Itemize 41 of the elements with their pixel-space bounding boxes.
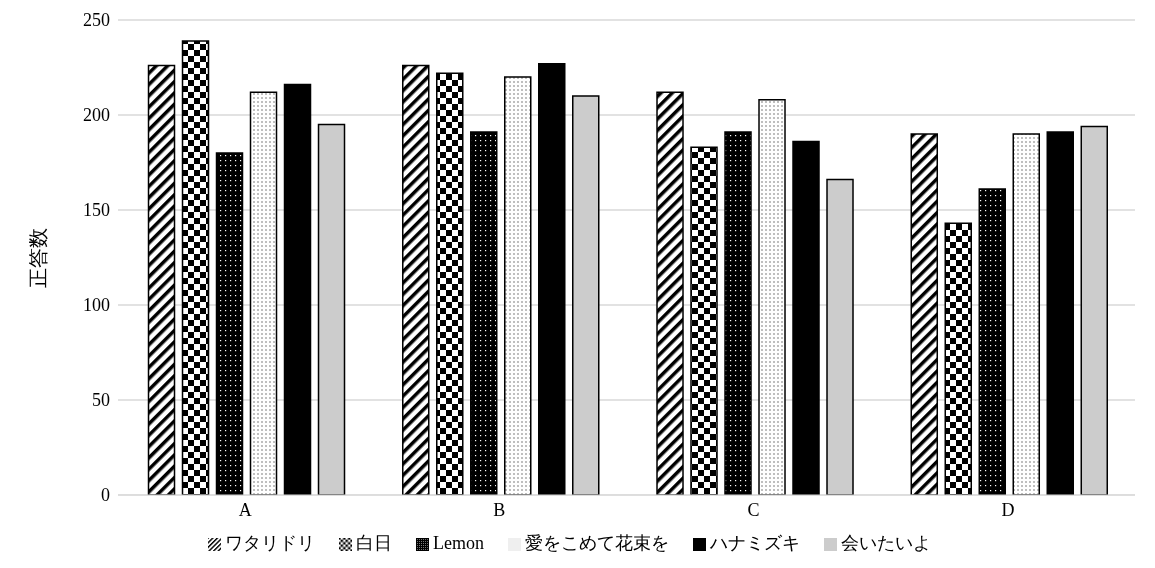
bar xyxy=(910,133,939,495)
y-axis-title: 正答数 xyxy=(27,227,50,288)
bar xyxy=(724,131,752,495)
bar xyxy=(572,95,600,495)
legend-label: ワタリドリ xyxy=(225,533,315,553)
bar xyxy=(402,64,430,495)
bar xyxy=(826,178,854,495)
bar xyxy=(1080,125,1109,495)
legend-label: ハナミズキ xyxy=(710,533,800,553)
y-tick-label: 150 xyxy=(83,200,110,221)
legend-label: Lemon xyxy=(433,533,484,553)
bar xyxy=(538,62,566,495)
bar xyxy=(758,99,786,495)
bar xyxy=(792,140,820,495)
x-tick-label: C xyxy=(747,499,760,520)
bar xyxy=(283,83,312,495)
legend-label: 白日 xyxy=(356,533,392,553)
bar xyxy=(436,72,464,495)
y-tick-label: 250 xyxy=(83,10,110,31)
y-tick-label: 200 xyxy=(83,105,110,126)
x-tick-label: D xyxy=(1001,499,1015,520)
bar xyxy=(317,123,346,495)
y-tick-label: 0 xyxy=(101,485,110,506)
bar xyxy=(504,76,532,495)
legend-label: 愛をこめて花束を xyxy=(525,533,669,553)
bar xyxy=(690,146,718,495)
bar xyxy=(944,222,973,495)
y-tick-label: 100 xyxy=(83,295,110,316)
bar xyxy=(656,91,684,495)
bar xyxy=(978,188,1007,495)
bar xyxy=(1012,133,1041,495)
bar xyxy=(181,40,210,495)
legend-label: 会いたいよ xyxy=(841,533,931,553)
bar xyxy=(249,91,278,495)
bar xyxy=(470,131,498,495)
y-tick-label: 50 xyxy=(92,390,110,411)
bar xyxy=(1046,131,1075,495)
bar xyxy=(215,152,244,495)
bar xyxy=(147,64,176,495)
x-tick-label: A xyxy=(238,499,252,520)
x-tick-label: B xyxy=(493,499,506,520)
